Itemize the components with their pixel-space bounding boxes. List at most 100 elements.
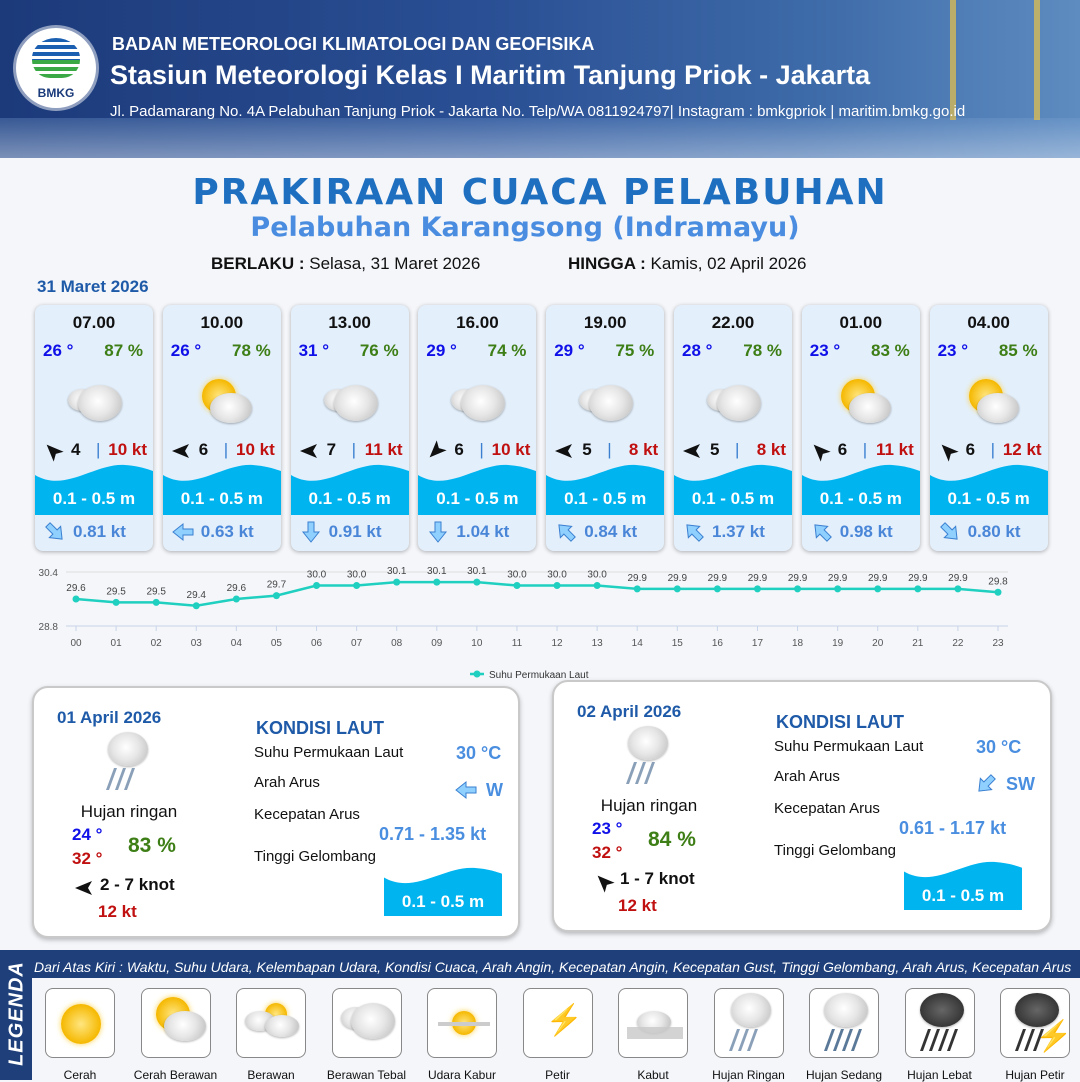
current-speed-value: 0.71 - 1.35 kt [379, 824, 487, 844]
forecast-time: 19.00 [583, 313, 627, 332]
legend-item: ⚡ Petir [510, 988, 606, 1082]
wind-direction-icon [426, 440, 447, 459]
current-speed: 0.81 kt [73, 522, 126, 541]
current-speed: 0.91 kt [328, 522, 382, 541]
gust-speed: 10 kt [236, 440, 275, 459]
data-point [914, 585, 922, 593]
cerah-berawan-icon [955, 371, 1025, 431]
wind-direction-icon [682, 441, 700, 459]
data-label: 29.5 [146, 586, 166, 597]
data-point [673, 585, 681, 593]
data-label: 29.9 [748, 573, 768, 584]
gust-speed: 12 kt [618, 896, 657, 915]
wave-height: 0.1 - 0.5 m [52, 489, 136, 508]
current-direction-value: SW [1006, 774, 1035, 794]
x-tick-label: 15 [672, 638, 684, 649]
x-tick-label: 06 [311, 638, 323, 649]
separator: | [735, 440, 740, 459]
valid-from-label: BERLAKU : [211, 254, 305, 273]
data-label: 30.1 [387, 566, 407, 577]
wind-speed-range: 1 - 7 knot [620, 869, 695, 888]
wind-speed: 4 [71, 440, 81, 459]
wave-icon [674, 463, 792, 515]
wave-height: 0.1 - 0.5 m [819, 489, 902, 508]
valid-from-value: Selasa, 31 Maret 2026 [309, 254, 481, 273]
wave-icon [904, 860, 1022, 910]
humidity: 87 % [104, 341, 143, 360]
data-label: 29.9 [668, 573, 688, 584]
humidity: 78 % [743, 341, 782, 360]
data-point [794, 585, 802, 593]
x-tick-label: 17 [752, 638, 764, 649]
wave-icon [290, 463, 409, 515]
sst-label: Suhu Permukaan Laut [254, 744, 404, 761]
day-date: 02 April 2026 [577, 702, 682, 721]
legend-item-label: Udara Kabur [427, 1068, 497, 1082]
port-background [0, 118, 1080, 158]
logo-text: BMKG [37, 86, 75, 100]
legend-item-label: Cerah Berawan [133, 1068, 218, 1082]
legend-item: Kabut [605, 988, 701, 1082]
wind-speed: 6 [454, 440, 464, 459]
wind-direction-icon [810, 441, 831, 462]
current-direction-label: Arah Arus [774, 768, 840, 785]
daily-forecast-panel: 02 April 2026 Hujan ringan 23 ° 32 ° 84 … [552, 680, 1052, 932]
crane-decoration [950, 0, 1040, 120]
forecast-card: 19.00 29 ° 75 % 5 | 8 kt 0.1 - 0.5 m 0.8… [546, 305, 665, 551]
legend-item-label: Petir [545, 1068, 570, 1082]
data-point [874, 585, 882, 593]
berawan-tebal-icon [316, 371, 386, 431]
forecast-time: 13.00 [328, 313, 371, 332]
kabut-icon [618, 988, 688, 1058]
forecast-time: 10.00 [200, 313, 244, 332]
wave-height: 0.1 - 0.5 m [308, 489, 391, 508]
legend-item-label: Berawan [247, 1068, 295, 1082]
separator: | [862, 440, 868, 459]
current-speed: 1.37 kt [712, 522, 765, 541]
air-temperature: 29 ° [554, 341, 585, 360]
data-point [713, 585, 721, 593]
current-direction-icon [938, 520, 962, 544]
forecast-card: 07.00 26 ° 87 % 4 | 10 kt 0.1 - 0.5 m 0.… [35, 305, 153, 551]
wave-height: 0.1 - 0.5 m [180, 489, 263, 508]
x-tick-label: 00 [70, 638, 82, 649]
sst-value: 30 °C [976, 737, 1022, 757]
wave-icon [418, 463, 537, 515]
wave-height-label: Tinggi Gelombang [254, 848, 377, 865]
wave-height-label: Tinggi Gelombang [774, 842, 897, 859]
sst-value: 30 °C [456, 743, 502, 763]
forecast-card: 04.00 23 ° 85 % 6 | 12 kt 0.1 - 0.5 m 0.… [929, 305, 1048, 551]
cerah-icon [45, 988, 115, 1058]
gust-speed: 10 kt [108, 440, 147, 459]
x-tick-label: 14 [632, 638, 644, 649]
legend-item-label: Hujan Sedang [805, 1068, 883, 1082]
series-line [75, 580, 999, 608]
wind-speed: 6 [965, 440, 976, 459]
current-direction-icon [682, 520, 706, 544]
data-point [994, 588, 1002, 596]
petir-icon: ⚡ [522, 988, 593, 1058]
humidity: 74 % [487, 341, 527, 360]
wind-direction-icon [554, 441, 573, 459]
wind-speed: 6 [837, 440, 848, 459]
current-direction-icon [171, 520, 195, 544]
wave-icon [384, 866, 502, 916]
data-point [152, 598, 160, 606]
data-label: 30.0 [347, 570, 367, 581]
wind-speed: 6 [198, 440, 209, 459]
data-label: 29.9 [868, 573, 888, 584]
wave-height: 0.1 - 0.5 m [947, 489, 1030, 508]
wind-direction-icon [43, 441, 64, 462]
legend-label: Suhu Permukaan Laut [489, 670, 589, 681]
legend-item: Berawan Tebal [319, 988, 415, 1082]
forecast-card: 01.00 23 ° 83 % 6 | 11 kt 0.1 - 0.5 m 0.… [801, 305, 920, 551]
daily-forecast-panel: 01 April 2026 Hujan ringan 24 ° 32 ° 83 … [32, 686, 520, 938]
berawan-tebal-icon [443, 371, 513, 431]
data-label: 29.9 [627, 573, 647, 584]
legend-items: Cerah Cerah Berawan Berawan Berawan Teba… [32, 978, 1080, 1082]
legend-item: Hujan Lebat [892, 988, 988, 1082]
berawan-tebal-icon [60, 371, 130, 431]
data-label: 30.0 [587, 570, 607, 581]
x-tick-label: 23 [992, 638, 1004, 649]
page-title: PRAKIRAAN CUACA PELABUHAN [192, 172, 888, 213]
